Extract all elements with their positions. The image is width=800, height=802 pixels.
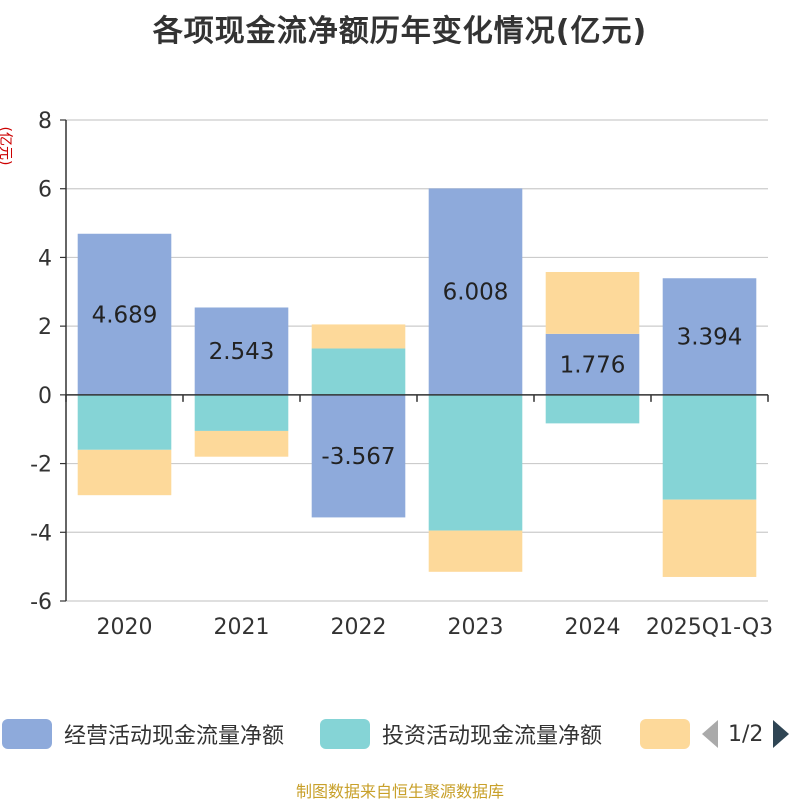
bar-financing-2023	[428, 530, 523, 572]
legend-prev-arrow-icon[interactable]	[702, 720, 718, 748]
y-tick-label: 6	[38, 178, 52, 203]
data-label-2024: 1.776	[560, 352, 626, 378]
chart-title: 各项现金流净额历年变化情况(亿元)	[152, 14, 648, 49]
legend-swatch-financing	[640, 719, 690, 749]
legend-swatch-investing	[320, 719, 370, 749]
data-label-2025Q1-Q3: 3.394	[677, 325, 743, 351]
bar-financing-2022	[311, 324, 406, 349]
bar-financing-2025Q1-Q3	[662, 499, 757, 577]
x-tick-label: 2025Q1-Q3	[646, 615, 773, 640]
legend-label-operating: 经营活动现金流量净额	[64, 724, 285, 749]
x-tick-label: 2020	[97, 615, 153, 640]
y-tick-label: 2	[38, 315, 52, 340]
legend-item-investing[interactable]: 投资活动现金流量净额	[320, 716, 602, 752]
x-tick-label: 2021	[214, 615, 270, 640]
legend-item-financing[interactable]	[640, 716, 702, 752]
y-tick-label: 4	[38, 246, 52, 271]
legend-page-indicator: 1/2	[728, 721, 764, 747]
bar-investing-2025Q1-Q3	[662, 394, 757, 500]
bar-financing-2020	[77, 449, 172, 496]
bar-operating-2020	[77, 233, 172, 395]
bar-financing-2021	[194, 430, 289, 457]
data-source-note: 制图数据来自恒生聚源数据库	[295, 782, 504, 801]
y-tick-label: 8	[38, 109, 52, 134]
bar-operating-2025Q1-Q3	[662, 278, 757, 395]
bar-operating-2024	[545, 333, 640, 395]
y-tick-label: 0	[38, 384, 52, 409]
bar-investing-2020	[77, 394, 172, 450]
bar-operating-2022	[311, 394, 406, 518]
legend-next-arrow-icon[interactable]	[773, 720, 790, 748]
x-tick-label: 2023	[448, 615, 504, 640]
bar-investing-2024	[545, 394, 640, 424]
bar-investing-2021	[194, 394, 289, 431]
data-label-2021: 2.543	[209, 339, 275, 365]
y-tick-label: -2	[30, 453, 52, 478]
x-tick-label: 2022	[331, 615, 387, 640]
x-tick-label: 2024	[565, 615, 621, 640]
bar-operating-2023	[428, 188, 523, 395]
legend-label-investing: 投资活动现金流量净额	[382, 724, 603, 749]
bar-financing-2024	[545, 271, 640, 334]
legend-item-operating[interactable]: 经营活动现金流量净额	[2, 716, 284, 752]
bar-investing-2022	[311, 348, 406, 395]
y-tick-label: -6	[30, 590, 52, 615]
data-label-2023: 6.008	[443, 280, 509, 306]
data-label-2022: -3.567	[321, 444, 395, 470]
y-tick-label: -4	[30, 521, 52, 546]
bar-investing-2023	[428, 394, 523, 531]
bar-operating-2021	[194, 307, 289, 395]
data-label-2020: 4.689	[92, 302, 158, 328]
legend-swatch-operating	[2, 719, 52, 749]
legend-pager: 1/2	[702, 716, 790, 752]
legend: 经营活动现金流量净额 投资活动现金流量净额 1/2	[0, 716, 800, 752]
